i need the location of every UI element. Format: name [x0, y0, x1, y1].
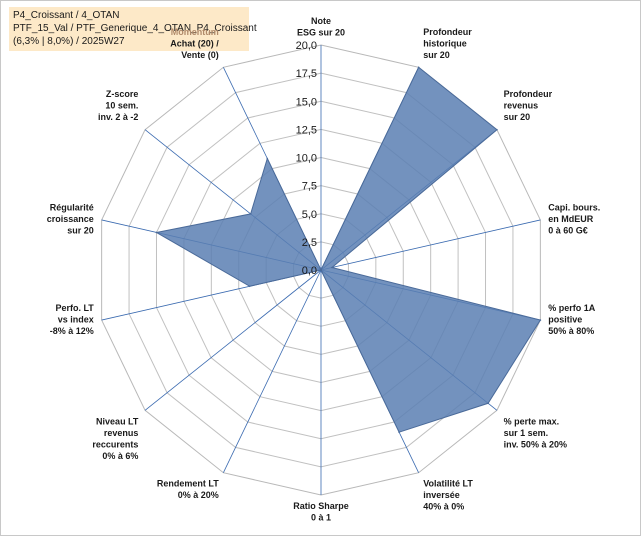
category-label-line: 10 sem. — [105, 101, 138, 111]
category-label: Régularité croissance sur 20 — [47, 203, 94, 236]
tick-label: 2,5 — [302, 237, 317, 249]
category-label-line: ESG sur 20 — [297, 28, 345, 38]
category-label-line: sur 20 — [67, 226, 94, 236]
category-label-line: vs index — [58, 314, 94, 324]
series-point — [249, 213, 252, 215]
category-label-line: 0 à 1 — [311, 513, 331, 523]
tick-layer: 0,0 2,5 5,0 7,5 10,0 12,5 15,0 17,5 20,0 — [296, 40, 317, 277]
axis-spoke — [144, 269, 322, 411]
series-point — [496, 128, 498, 131]
category-label: Capi. bours. en MdEUR 0 à 60 G€ — [548, 203, 600, 236]
category-label: Rendement LT 0% à 20% — [157, 479, 219, 501]
category-label-line: Z-score — [106, 89, 139, 99]
category-label-line: inv. 50% à 20% — [504, 439, 567, 449]
category-label: Note ESG sur 20 — [297, 16, 345, 38]
info-line-2: PTF_15_Val / PTF_Generique_4_OTAN_P4_Cro… — [13, 23, 257, 34]
tick-label: 12,5 — [296, 124, 317, 136]
label-layer: Note ESG sur 20 Profondeur historique sur 20… — [47, 16, 600, 523]
tick-label: 20,0 — [296, 40, 317, 52]
series-area — [155, 66, 542, 433]
category-label: Perfo. LT vs index -8% à 12% — [50, 303, 95, 336]
category-label-line: Ratio Sharpe — [293, 501, 349, 511]
category-label-line: Profondeur — [423, 27, 472, 37]
category-label-line: reccurents — [92, 439, 138, 449]
category-label: Profondeur revenus sur 20 — [504, 89, 553, 122]
series-point — [266, 157, 269, 160]
category-label-line: 0% à 20% — [178, 490, 219, 500]
category-label: Profondeur historique sur 20 — [423, 27, 472, 60]
category-label-line: 0% à 6% — [102, 451, 138, 461]
axis-spoke — [320, 219, 541, 271]
category-label-line: 50% à 80% — [548, 326, 594, 336]
category-label-line: Momentum — [171, 27, 219, 37]
category-label-line: sur 20 — [423, 50, 450, 60]
info-box: P4_Croissant / 4_OTAN PTF_15_Val / PTF_G… — [9, 7, 257, 51]
category-label-line: inv. 2 à -2 — [98, 112, 138, 122]
category-label-line: Rendement LT — [157, 479, 219, 489]
tick-label: 0,0 — [302, 265, 317, 277]
series-point — [417, 66, 420, 69]
category-label-line: Régularité — [50, 203, 94, 213]
series-point — [487, 402, 489, 405]
category-label: Momentum Achat (20) / Vente (0) — [170, 27, 219, 60]
category-label: % perfo 1A positive 50% à 80% — [548, 303, 596, 336]
category-label-line: Capi. bours. — [548, 203, 600, 213]
category-label-line: % perte max. — [504, 416, 560, 426]
category-label: Z-score 10 sem. inv. 2 à -2 — [98, 89, 138, 122]
category-label-line: Niveau LT — [96, 416, 139, 426]
category-label-line: Achat (20) / — [170, 38, 219, 48]
category-label: Volatilité LT inversée 40% à 0% — [423, 479, 473, 512]
category-label-line: Profondeur — [504, 89, 553, 99]
category-label: Niveau LT revenus reccurents 0% à 6% — [92, 416, 139, 461]
category-label-line: 40% à 0% — [423, 502, 464, 512]
info-line-3: (6,3% | 8,0%) / 2025W27 — [13, 36, 125, 47]
category-label: % perte max. sur 1 sem. inv. 50% à 20% — [504, 416, 567, 449]
category-label-line: 0 à 60 G€ — [548, 226, 588, 236]
category-label-line: positive — [548, 314, 582, 324]
category-label: Ratio Sharpe 0 à 1 — [293, 501, 349, 523]
category-label-line: Perfo. LT — [55, 303, 94, 313]
category-label-line: en MdEUR — [548, 214, 594, 224]
category-label-line: revenus — [104, 428, 139, 438]
tick-label: 17,5 — [296, 68, 317, 80]
axis-spoke — [223, 269, 322, 473]
tick-label: 5,0 — [302, 209, 317, 221]
tick-label: 10,0 — [296, 153, 317, 165]
category-label-line: historique — [423, 38, 467, 48]
category-label-line: inversée — [423, 490, 460, 500]
series-point — [539, 319, 542, 321]
category-label-line: -8% à 12% — [50, 326, 94, 336]
series-point — [155, 231, 158, 234]
category-label-line: croissance — [47, 214, 94, 224]
category-label-line: revenus — [504, 101, 539, 111]
category-label-line: Note — [311, 16, 331, 26]
category-label-line: sur 20 — [504, 112, 531, 122]
tick-label: 15,0 — [296, 96, 317, 108]
category-label-line: sur 1 sem. — [504, 428, 549, 438]
category-label-line: % perfo 1A — [548, 303, 596, 313]
series-point — [320, 269, 322, 271]
tick-label: 7,5 — [302, 181, 317, 193]
series-point — [248, 285, 251, 288]
series-point — [331, 266, 333, 269]
series-point — [398, 431, 400, 433]
info-line-1: P4_Croissant / 4_OTAN — [13, 10, 120, 21]
category-label-line: Vente (0) — [181, 50, 219, 60]
category-label-line: Volatilité LT — [423, 479, 473, 489]
series-layer — [155, 66, 542, 433]
